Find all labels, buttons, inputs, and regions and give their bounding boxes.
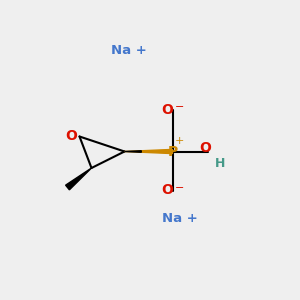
Polygon shape <box>124 151 141 152</box>
Text: P: P <box>167 145 178 158</box>
Text: O: O <box>161 103 173 116</box>
Polygon shape <box>124 149 172 154</box>
Text: H: H <box>215 157 226 170</box>
Text: O: O <box>65 130 77 143</box>
Text: O: O <box>161 184 173 197</box>
Polygon shape <box>66 168 92 190</box>
Text: −: − <box>174 102 184 112</box>
Text: O: O <box>199 142 211 155</box>
Text: +: + <box>174 136 184 146</box>
Text: −: − <box>174 183 184 193</box>
Text: Na +: Na + <box>111 44 147 58</box>
Text: Na +: Na + <box>162 212 198 226</box>
